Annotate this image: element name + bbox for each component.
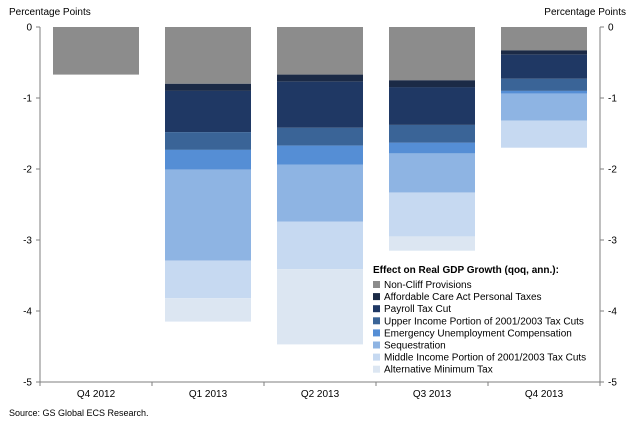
bar-segment [277, 269, 363, 345]
legend-label: Upper Income Portion of 2001/2003 Tax Cu… [384, 316, 584, 327]
legend-label: Non-Cliff Provisions [384, 280, 472, 291]
y-axis-right-label: Percentage Points [544, 7, 626, 18]
bar-segment [165, 149, 251, 170]
y-ticks-right: 0 -1 -2 -3 -4 -5 [608, 23, 617, 389]
x-tick-label: Q4 2012 [77, 389, 116, 400]
bar-segment [501, 50, 587, 55]
y-tick-label-left: 0 [26, 23, 32, 34]
y-tick-label-left: -5 [23, 378, 32, 389]
y-tick-label-right: 0 [608, 23, 614, 34]
legend-label: Payroll Tax Cut [384, 304, 451, 315]
bar-segment [165, 132, 251, 150]
legend-swatch [373, 341, 380, 349]
legend-swatch [373, 281, 380, 288]
legend-title: Effect on Real GDP Growth (qoq, ann.): [373, 265, 559, 276]
legend-swatch [373, 353, 380, 361]
bar-segment [389, 80, 475, 88]
y-tick-label-right: -1 [608, 94, 617, 105]
x-tick-label: Q4 2013 [525, 389, 564, 400]
bar-segment [501, 93, 587, 121]
bar-segment [277, 27, 363, 75]
legend-swatch [373, 293, 380, 301]
bar-segment [277, 145, 363, 165]
source-note: Source: GS Global ECS Research. [9, 408, 149, 418]
bar-segment [165, 27, 251, 84]
y-tick-label-right: -2 [608, 165, 617, 176]
y-tick-label-right: -4 [608, 307, 617, 318]
legend-swatch [373, 365, 380, 373]
bar-segment [501, 90, 587, 94]
legend-swatch [373, 317, 380, 325]
bar-segment [277, 164, 363, 222]
bar-segment [277, 81, 363, 128]
y-axis-left-label: Percentage Points [9, 7, 91, 18]
bar-segment [501, 27, 587, 51]
bar-segment [165, 260, 251, 299]
legend-label: Emergency Unemployment Compensation [384, 328, 572, 339]
legend: Effect on Real GDP Growth (qoq, ann.): N… [373, 265, 586, 376]
bar-segment [389, 27, 475, 81]
bar-segment [165, 169, 251, 261]
x-tick-label: Q3 2013 [413, 389, 452, 400]
y-tick-label-right: -3 [608, 236, 617, 247]
x-tick-labels: Q4 2012 Q1 2013 Q2 2013 Q3 2013 Q4 2013 [77, 389, 564, 400]
y-tick-label-left: -4 [23, 307, 32, 318]
bar-segment [277, 74, 363, 82]
bar-segment [389, 125, 475, 143]
legend-label: Sequestration [384, 341, 446, 352]
bar-segment [501, 78, 587, 91]
legend-swatch [373, 329, 380, 337]
y-ticks-left: 0 -1 -2 -3 -4 -5 [23, 23, 32, 389]
bar-segment [277, 221, 363, 270]
bar-segment [165, 83, 251, 91]
bar-segment [389, 192, 475, 237]
x-tick-label: Q2 2013 [301, 389, 340, 400]
legend-label: Middle Income Portion of 2001/2003 Tax C… [384, 353, 586, 364]
y-tick-label-left: -3 [23, 236, 32, 247]
legend-label: Affordable Care Act Personal Taxes [384, 292, 542, 303]
y-tick-label-left: -2 [23, 165, 32, 176]
bar-segment [501, 54, 587, 79]
bar-segment [389, 142, 475, 154]
bar-segment [277, 127, 363, 146]
legend-swatch [373, 305, 380, 313]
legend-label: Alternative Minimum Tax [384, 365, 493, 376]
bar-segment [389, 87, 475, 125]
y-tick-label-left: -1 [23, 94, 32, 105]
bar-segment [53, 27, 139, 75]
bar-segment [389, 153, 475, 193]
y-tick-label-right: -5 [608, 378, 617, 389]
bars-group [53, 27, 587, 345]
bar-segment [165, 298, 251, 322]
axes-group [36, 26, 604, 386]
x-tick-label: Q1 2013 [189, 389, 228, 400]
bar-segment [389, 236, 475, 251]
bar-segment [165, 90, 251, 133]
bar-segment [501, 120, 587, 148]
